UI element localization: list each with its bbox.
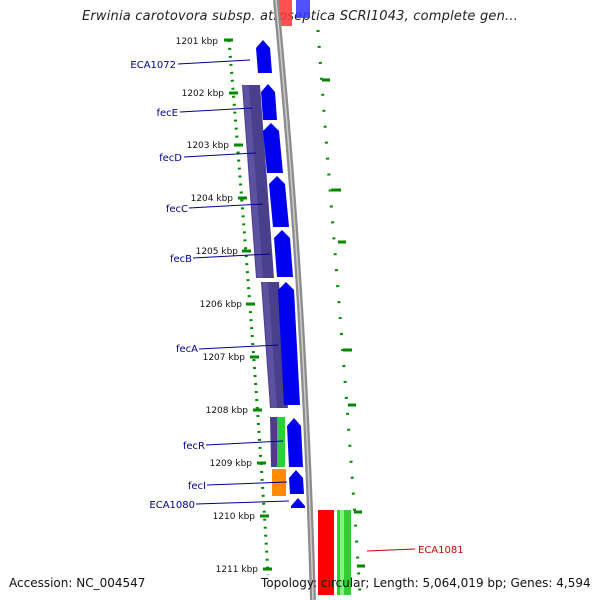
gene-arrows-blue[interactable] [256,40,305,508]
eca1081-leader [366,548,416,552]
right-major-ticks [322,78,365,568]
accession-text: Accession: NC_004547 [9,576,146,590]
right-tick-scale [316,29,362,596]
gene-label-eca1072[interactable]: ECA1072 [130,60,176,71]
genome-backbone-highlight [275,0,314,600]
kbp-label-1211: 1211 kbp [216,565,259,575]
gene-label-fecA[interactable]: fecA [176,344,198,355]
gene-label-fecC[interactable]: fecC [166,204,188,215]
kbp-major-ticks [224,38,272,571]
gene-label-fecE[interactable]: fecE [157,108,179,119]
gene-labels-left: ECA1072 fecE fecD fecC fecB fecA fecR fe… [130,60,206,511]
kbp-label-1209: 1209 kbp [210,459,253,469]
gene-label-eca1080[interactable]: ECA1080 [149,500,195,511]
kbp-labels: 1201 kbp 1202 kbp 1203 kbp 1204 kbp 1205… [176,37,259,575]
top-edge-gene-blue[interactable] [296,0,310,18]
gene-eca1081-green-highlight [340,510,344,595]
gene-label-fecR[interactable]: fecR [183,441,205,452]
gene-label-eca1081[interactable]: ECA1081 [418,545,464,556]
gene-fecD [263,123,283,173]
kbp-label-1207: 1207 kbp [203,353,246,363]
kbp-label-1208: 1208 kbp [206,406,249,416]
gene-fecB [274,230,293,277]
kbp-label-1202: 1202 kbp [182,89,225,99]
kbp-label-1210: 1210 kbp [213,512,256,522]
kbp-label-1203: 1203 kbp [187,141,230,151]
genome-summary-text: Topology: circular; Length: 5,064,019 bp… [261,576,591,590]
gene-label-leaders [177,59,290,505]
gene-eca1081-red[interactable] [318,510,334,595]
kbp-label-1204: 1204 kbp [191,194,234,204]
gene-label-fecI[interactable]: fecI [188,481,206,492]
gene-label-fecD[interactable]: fecD [159,153,182,164]
gene-fecR [287,418,303,467]
gene-fecI [289,470,304,494]
top-edge-gene-red[interactable] [278,0,292,26]
gene-fecC [269,176,289,227]
gene-eca1072 [256,40,272,73]
kbp-label-1206: 1206 kbp [200,300,243,310]
gene-fecA [278,282,300,405]
kbp-label-1201: 1201 kbp [176,37,219,47]
gene-green-fecR-band[interactable] [277,417,285,467]
gene-eca1080 [291,498,305,508]
gene-label-fecB[interactable]: fecB [170,254,192,265]
gene-fecE [261,84,277,120]
kbp-label-1205: 1205 kbp [196,247,239,257]
